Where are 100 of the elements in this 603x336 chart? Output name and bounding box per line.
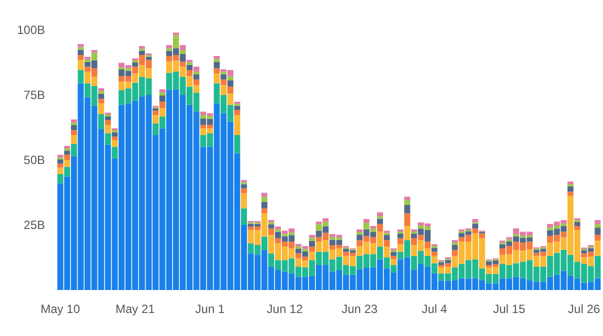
bar [472, 228, 478, 234]
bar [472, 224, 478, 228]
bar [234, 115, 240, 136]
bar [180, 50, 186, 54]
bar [261, 202, 268, 208]
bar [78, 54, 84, 60]
bar [172, 35, 179, 48]
bar [452, 242, 458, 245]
bar [594, 228, 601, 235]
bar [377, 216, 384, 219]
bar [567, 182, 574, 184]
bar [104, 120, 111, 125]
bar [98, 91, 104, 94]
bar [390, 252, 397, 256]
x-tick-label: May 21 [115, 302, 156, 316]
bar [91, 50, 98, 53]
bar [98, 114, 104, 130]
bar [234, 110, 240, 116]
bar [268, 228, 274, 235]
bar [104, 124, 111, 134]
bar [64, 146, 70, 149]
bar [98, 98, 104, 104]
bar [132, 62, 138, 67]
bar [159, 92, 166, 96]
bar [574, 222, 580, 226]
bar [57, 159, 64, 164]
bar [397, 234, 404, 238]
y-tick-label: 100B [16, 23, 45, 38]
x-tick-label: May 10 [40, 302, 80, 316]
bar [404, 200, 410, 205]
bar [104, 116, 111, 120]
bar [240, 184, 247, 188]
bar [220, 72, 227, 74]
bar [214, 62, 220, 68]
bar [316, 222, 322, 224]
bar [78, 47, 84, 50]
bar [112, 136, 118, 140]
bar [309, 238, 315, 241]
bar [98, 94, 104, 99]
bar [274, 226, 281, 230]
bar [214, 73, 220, 84]
bar [70, 144, 77, 156]
bar [70, 119, 77, 122]
bar [132, 66, 138, 74]
bar [186, 64, 193, 70]
y-tick-label: 25B [24, 218, 45, 232]
bar [78, 44, 84, 48]
bar [84, 56, 91, 60]
bar [594, 224, 601, 228]
bar [377, 212, 384, 216]
bar [431, 248, 438, 252]
bar [363, 219, 370, 223]
bar [220, 74, 227, 80]
bar [138, 50, 145, 55]
bar [227, 80, 234, 87]
bar [377, 224, 384, 232]
bar [274, 229, 281, 232]
bar [70, 122, 77, 125]
y-tick-label: 50B [24, 153, 45, 168]
bar [397, 244, 404, 252]
bar [240, 188, 247, 194]
bar [152, 110, 159, 116]
bar [377, 218, 384, 224]
bar [227, 86, 234, 94]
bar [472, 219, 478, 222]
bar [309, 252, 315, 260]
bar [397, 238, 404, 244]
bar [180, 45, 186, 50]
bar [356, 229, 363, 232]
bar [322, 218, 329, 222]
x-tick-label: Jun 12 [266, 302, 304, 316]
bar [57, 168, 64, 174]
bar [404, 213, 410, 226]
bar [574, 226, 580, 230]
bar [302, 248, 308, 252]
bar [384, 240, 390, 247]
bar [193, 72, 200, 74]
bar [64, 160, 70, 167]
bar [186, 62, 193, 65]
bar [404, 196, 410, 200]
bar [57, 154, 64, 158]
bar [214, 58, 220, 62]
bar [234, 135, 240, 154]
bar [309, 240, 315, 247]
bar [431, 256, 438, 264]
bar [567, 192, 574, 196]
bar [404, 204, 410, 214]
bar [78, 60, 84, 70]
bar [193, 66, 200, 72]
bar [193, 79, 200, 86]
bar [70, 130, 77, 136]
bar [356, 232, 363, 235]
x-tick-label: Jun 23 [342, 302, 378, 316]
bar [112, 146, 118, 158]
bar [424, 242, 431, 248]
bar [404, 226, 410, 240]
bar [98, 88, 104, 92]
bar [214, 68, 220, 74]
bar [166, 48, 172, 51]
x-tick-label: Jul 26 [568, 302, 600, 316]
